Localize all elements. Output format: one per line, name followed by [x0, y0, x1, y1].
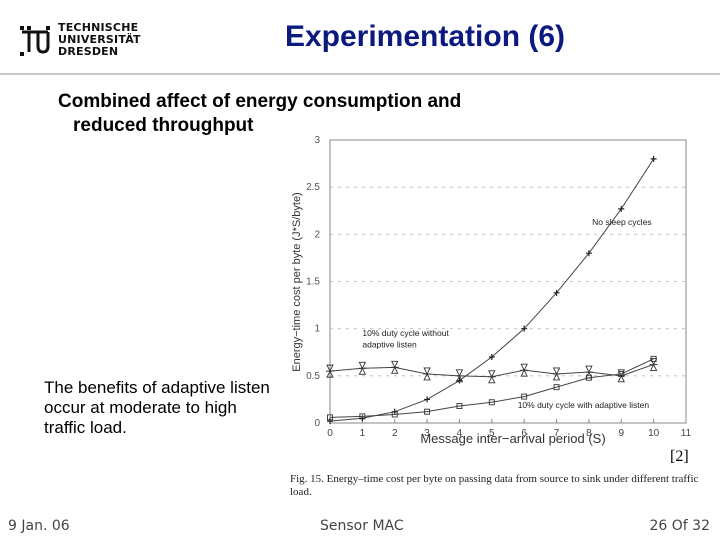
figure-caption: Fig. 15. Energy–time cost per byte on pa…	[290, 473, 699, 498]
y-tick-label: 2.5	[306, 182, 320, 193]
x-tick-label: 10	[648, 428, 660, 439]
x-tick-label: 9	[618, 428, 624, 439]
chart-annotation: No sleep cycles	[592, 217, 652, 227]
data-point	[424, 396, 431, 403]
logo-line-1: TECHNISCHE	[58, 21, 139, 34]
x-tick-label: 0	[327, 428, 333, 439]
y-tick-label: 2	[314, 229, 320, 240]
series-3	[327, 355, 657, 421]
chart-annotation: 10% duty cycle with adaptive listen	[518, 400, 650, 410]
data-point	[327, 418, 333, 425]
chart-annotations: No sleep cycles 10% duty cycle without ada…	[362, 217, 651, 410]
data-point	[358, 361, 367, 375]
data-point	[650, 155, 657, 162]
energy-time-chart: 0 0.5 1 1.5 2 2.5 3 0 1 2 3 4 5 6 7 8 9 10 11 No sleep cyc…	[291, 135, 692, 446]
reference-marker: [2]	[670, 448, 689, 465]
footer-page-number: 26 Of 32	[649, 518, 710, 534]
data-point	[456, 403, 463, 409]
x-tick-label: 11	[681, 428, 692, 439]
data-point	[585, 250, 592, 257]
chart-ticks: 0 0.5 1 1.5 2 2.5 3 0 1 2 3 4 5 6 7 8 9 10 11	[306, 135, 692, 439]
data-point	[327, 414, 333, 421]
y-tick-label: 1	[314, 324, 320, 335]
footer-date: 9 Jan. 06	[8, 518, 70, 534]
data-point	[455, 369, 464, 383]
x-tick-label: 3	[424, 428, 430, 439]
slide-title: Experimentation (6)	[284, 20, 566, 53]
subtitle-line-1: Combined affect of energy consumption an…	[58, 91, 462, 112]
data-point	[390, 360, 399, 374]
data-point	[552, 367, 561, 381]
title-divider	[0, 73, 720, 75]
x-tick-label: 7	[554, 428, 560, 439]
data-point	[423, 367, 432, 381]
data-point	[391, 411, 398, 418]
chart-grid	[330, 186, 686, 377]
y-tick-label: 0	[314, 418, 320, 429]
slide-subtitle: Combined affect of energy consumption an…	[58, 90, 461, 138]
series-line	[329, 358, 654, 418]
x-tick-label: 8	[586, 428, 592, 439]
data-point	[487, 370, 496, 384]
x-tick-label: 6	[521, 428, 527, 439]
tu-dresden-logo-icon	[20, 26, 50, 56]
data-point	[553, 289, 560, 296]
subtitle-line-2: reduced throughput	[73, 115, 254, 136]
x-tick-label: 2	[392, 428, 398, 439]
y-tick-label: 1.5	[306, 277, 320, 288]
x-tick-label: 5	[489, 428, 495, 439]
chart-annotation: adaptive listen	[362, 340, 417, 350]
y-axis-label: Energy−time cost per byte (J*S/byte)	[291, 192, 303, 371]
slide-note: The benefits of adaptive listen occur at…	[44, 378, 270, 437]
data-point	[649, 358, 658, 371]
data-point	[520, 363, 529, 377]
logo-wordmark: TECHNISCHE UNIVERSITÄT DRESDEN	[58, 22, 141, 58]
series-2	[326, 358, 658, 384]
data-point	[326, 364, 334, 378]
university-logo: TECHNISCHE UNIVERSITÄT DRESDEN	[18, 20, 141, 64]
x-tick-label: 1	[360, 428, 366, 439]
footer-title: Sensor MAC	[320, 518, 404, 534]
x-axis-label: Message inter−arrival period (S)	[420, 431, 605, 446]
data-point	[521, 393, 528, 400]
data-point	[488, 353, 495, 360]
data-point	[618, 205, 625, 212]
data-point	[650, 355, 657, 362]
y-tick-label: 0.5	[306, 371, 320, 382]
data-point	[585, 374, 592, 381]
chart-series	[326, 155, 658, 425]
chart-annotation: 10% duty cycle without	[362, 328, 449, 338]
y-tick-label: 3	[314, 135, 320, 146]
data-point	[488, 399, 495, 406]
logo-line-2: UNIVERSITÄT	[58, 33, 141, 46]
data-point	[521, 325, 528, 332]
plot-area-frame	[329, 139, 687, 424]
series-1	[327, 155, 657, 425]
data-point	[359, 413, 366, 420]
data-point	[553, 384, 560, 391]
logo-line-3: DRESDEN	[58, 45, 119, 58]
series-line	[329, 158, 655, 422]
data-point	[618, 370, 625, 377]
data-point	[584, 365, 593, 379]
data-point	[424, 408, 431, 415]
x-tick-label: 4	[457, 428, 463, 439]
